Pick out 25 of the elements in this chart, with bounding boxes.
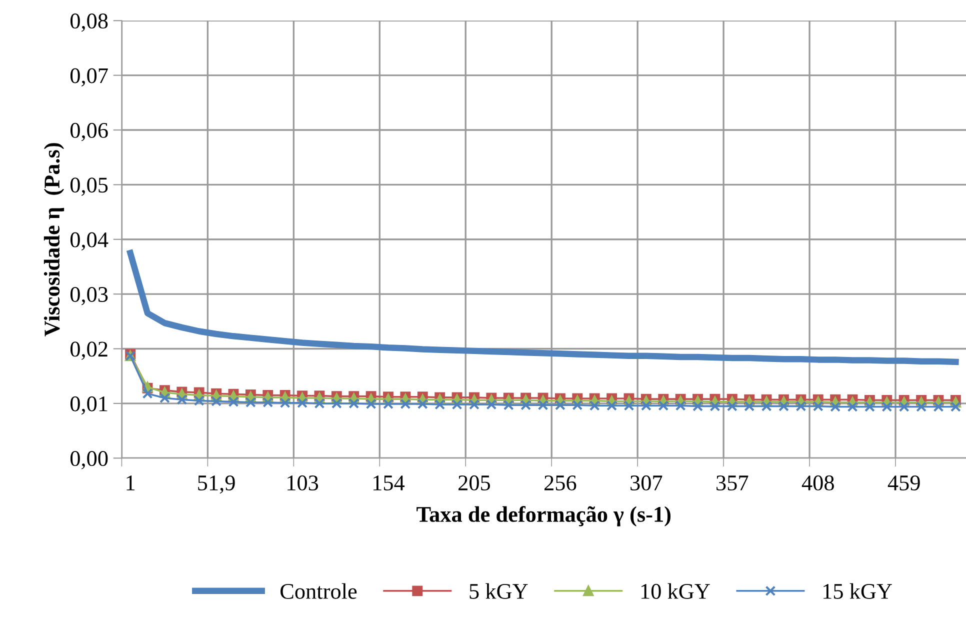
x-tick-label: 103 (288, 475, 318, 490)
x-tick-label: 154 (374, 476, 405, 490)
y-tick-label: 0,01 (70, 396, 108, 415)
legend-label: 10 kGY (641, 583, 710, 599)
x-tick-label: 357 (716, 475, 748, 490)
y-tick-label: 0,00 (70, 451, 108, 470)
y-tick-label: 0,04 (70, 232, 108, 250)
y-tick-label: 0,03 (70, 286, 108, 306)
y-axis-title: Viscosidade η (Pa.s) (44, 143, 64, 336)
legend-label: Controle (280, 583, 357, 599)
x-tick-label: 307 (630, 475, 662, 490)
y-tick-label: 0,02 (70, 342, 108, 360)
x-tick-label: 256 (544, 475, 576, 490)
x-tick-label: 459 (888, 475, 920, 490)
y-tick-label: 0,07 (70, 68, 108, 86)
legend-label: 5 kGY (470, 583, 528, 599)
x-tick-label: 408 (802, 475, 834, 490)
y-tick-label: 0,06 (70, 122, 108, 142)
legend-label: 15 kGY (824, 583, 892, 599)
x-tick-label: 1 (126, 476, 135, 490)
x-tick-label: 51,9 (198, 475, 235, 494)
y-tick-label: 0,08 (70, 14, 108, 32)
y-tick-label: 0,05 (70, 178, 108, 196)
x-axis-title: Taxa de deformação γ (s-1) (416, 506, 670, 526)
x-tick-label: 205 (458, 475, 490, 490)
